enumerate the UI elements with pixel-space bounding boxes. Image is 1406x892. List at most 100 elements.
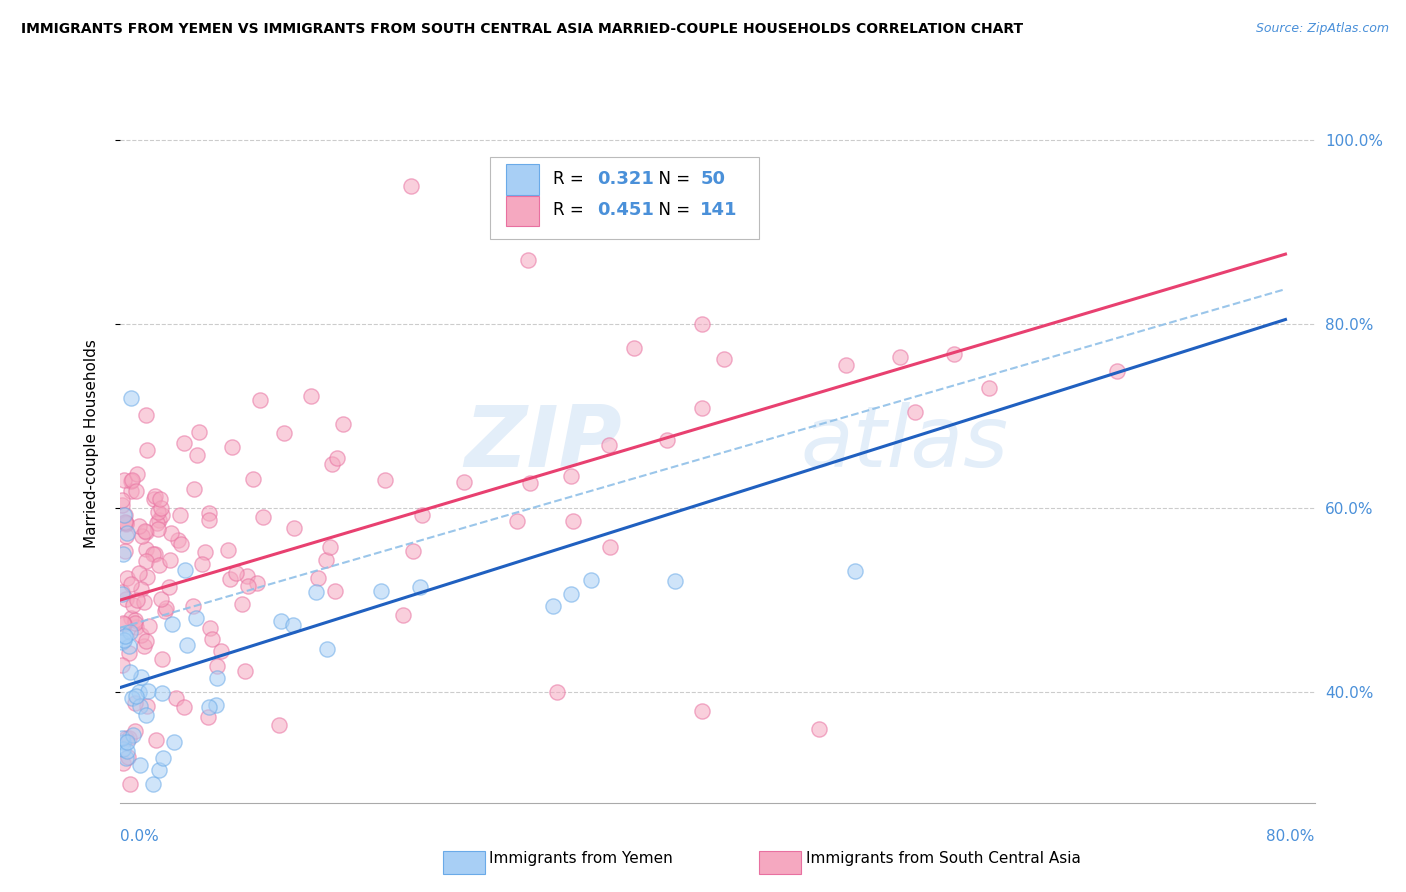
- Point: [135, 698, 157, 713]
- Point: [127, 467, 149, 481]
- Point: [111, 742, 134, 756]
- Point: [120, 624, 142, 639]
- Text: N =: N =: [648, 169, 695, 188]
- Point: [198, 507, 221, 521]
- Point: [125, 690, 148, 704]
- Point: [305, 585, 328, 599]
- Point: [121, 690, 143, 705]
- Text: IMMIGRANTS FROM YEMEN VS IMMIGRANTS FROM SOUTH CENTRAL ASIA MARRIED-COUPLE HOUSE: IMMIGRANTS FROM YEMEN VS IMMIGRANTS FROM…: [21, 22, 1024, 37]
- Point: [129, 582, 152, 596]
- Point: [122, 598, 145, 612]
- Point: [125, 620, 148, 634]
- Point: [136, 684, 159, 698]
- Point: [560, 468, 582, 483]
- Point: [183, 482, 205, 496]
- Point: [111, 587, 134, 601]
- Point: [150, 686, 173, 700]
- Point: [374, 473, 396, 487]
- Point: [111, 585, 134, 599]
- Point: [112, 616, 135, 631]
- Point: [120, 577, 142, 591]
- Point: [516, 252, 538, 267]
- Point: [560, 587, 582, 601]
- Point: [112, 756, 135, 770]
- Point: [135, 443, 157, 458]
- Point: [148, 558, 170, 573]
- Point: [135, 525, 157, 540]
- Point: [184, 611, 207, 625]
- Point: [453, 475, 475, 490]
- Point: [692, 704, 714, 718]
- Point: [246, 576, 269, 591]
- Point: [145, 732, 167, 747]
- Point: [120, 611, 142, 625]
- Point: [236, 579, 259, 593]
- Point: [114, 543, 136, 558]
- Text: atlas: atlas: [801, 402, 1008, 485]
- Point: [188, 425, 211, 439]
- Point: [904, 404, 927, 418]
- Point: [118, 731, 141, 745]
- Text: 141: 141: [700, 202, 738, 219]
- Point: [111, 498, 134, 512]
- Point: [129, 758, 152, 772]
- Point: [225, 566, 247, 580]
- Point: [153, 604, 176, 618]
- Text: Source: ZipAtlas.com: Source: ZipAtlas.com: [1256, 22, 1389, 36]
- Point: [148, 505, 170, 519]
- Point: [148, 763, 170, 777]
- Point: [148, 513, 170, 527]
- Point: [124, 724, 146, 739]
- Point: [194, 544, 217, 558]
- Point: [319, 540, 342, 554]
- Point: [173, 436, 195, 450]
- Point: [165, 691, 187, 706]
- Point: [112, 735, 135, 749]
- Point: [977, 381, 1000, 395]
- Point: [114, 751, 136, 765]
- Point: [231, 597, 253, 611]
- Point: [692, 401, 714, 415]
- Point: [159, 553, 181, 567]
- Point: [713, 352, 735, 367]
- Point: [205, 698, 228, 712]
- Point: [111, 658, 134, 673]
- Point: [269, 717, 291, 731]
- Point: [121, 728, 143, 742]
- Point: [124, 613, 146, 627]
- Point: [134, 595, 156, 609]
- Point: [150, 508, 173, 523]
- Point: [149, 592, 172, 607]
- Point: [114, 515, 136, 529]
- Point: [129, 670, 152, 684]
- Point: [112, 473, 135, 487]
- Point: [692, 317, 714, 331]
- Text: 0.0%: 0.0%: [120, 830, 159, 844]
- Point: [112, 627, 135, 641]
- Point: [392, 608, 415, 623]
- Point: [135, 408, 157, 422]
- Point: [176, 638, 198, 652]
- Point: [562, 514, 585, 528]
- Point: [117, 750, 139, 764]
- Point: [114, 592, 136, 607]
- Point: [197, 710, 219, 724]
- Point: [242, 472, 264, 486]
- Point: [411, 508, 433, 522]
- Point: [236, 569, 259, 583]
- Point: [115, 517, 138, 532]
- Point: [118, 777, 141, 791]
- Point: [117, 744, 139, 758]
- Point: [252, 510, 274, 524]
- Point: [157, 580, 180, 594]
- Point: [943, 347, 966, 361]
- Point: [519, 475, 541, 490]
- Point: [315, 553, 337, 567]
- Point: [316, 641, 339, 656]
- Point: [125, 484, 148, 499]
- Point: [129, 628, 152, 642]
- Point: [149, 491, 172, 506]
- Point: [131, 529, 153, 543]
- Point: [844, 564, 866, 578]
- Point: [121, 473, 143, 487]
